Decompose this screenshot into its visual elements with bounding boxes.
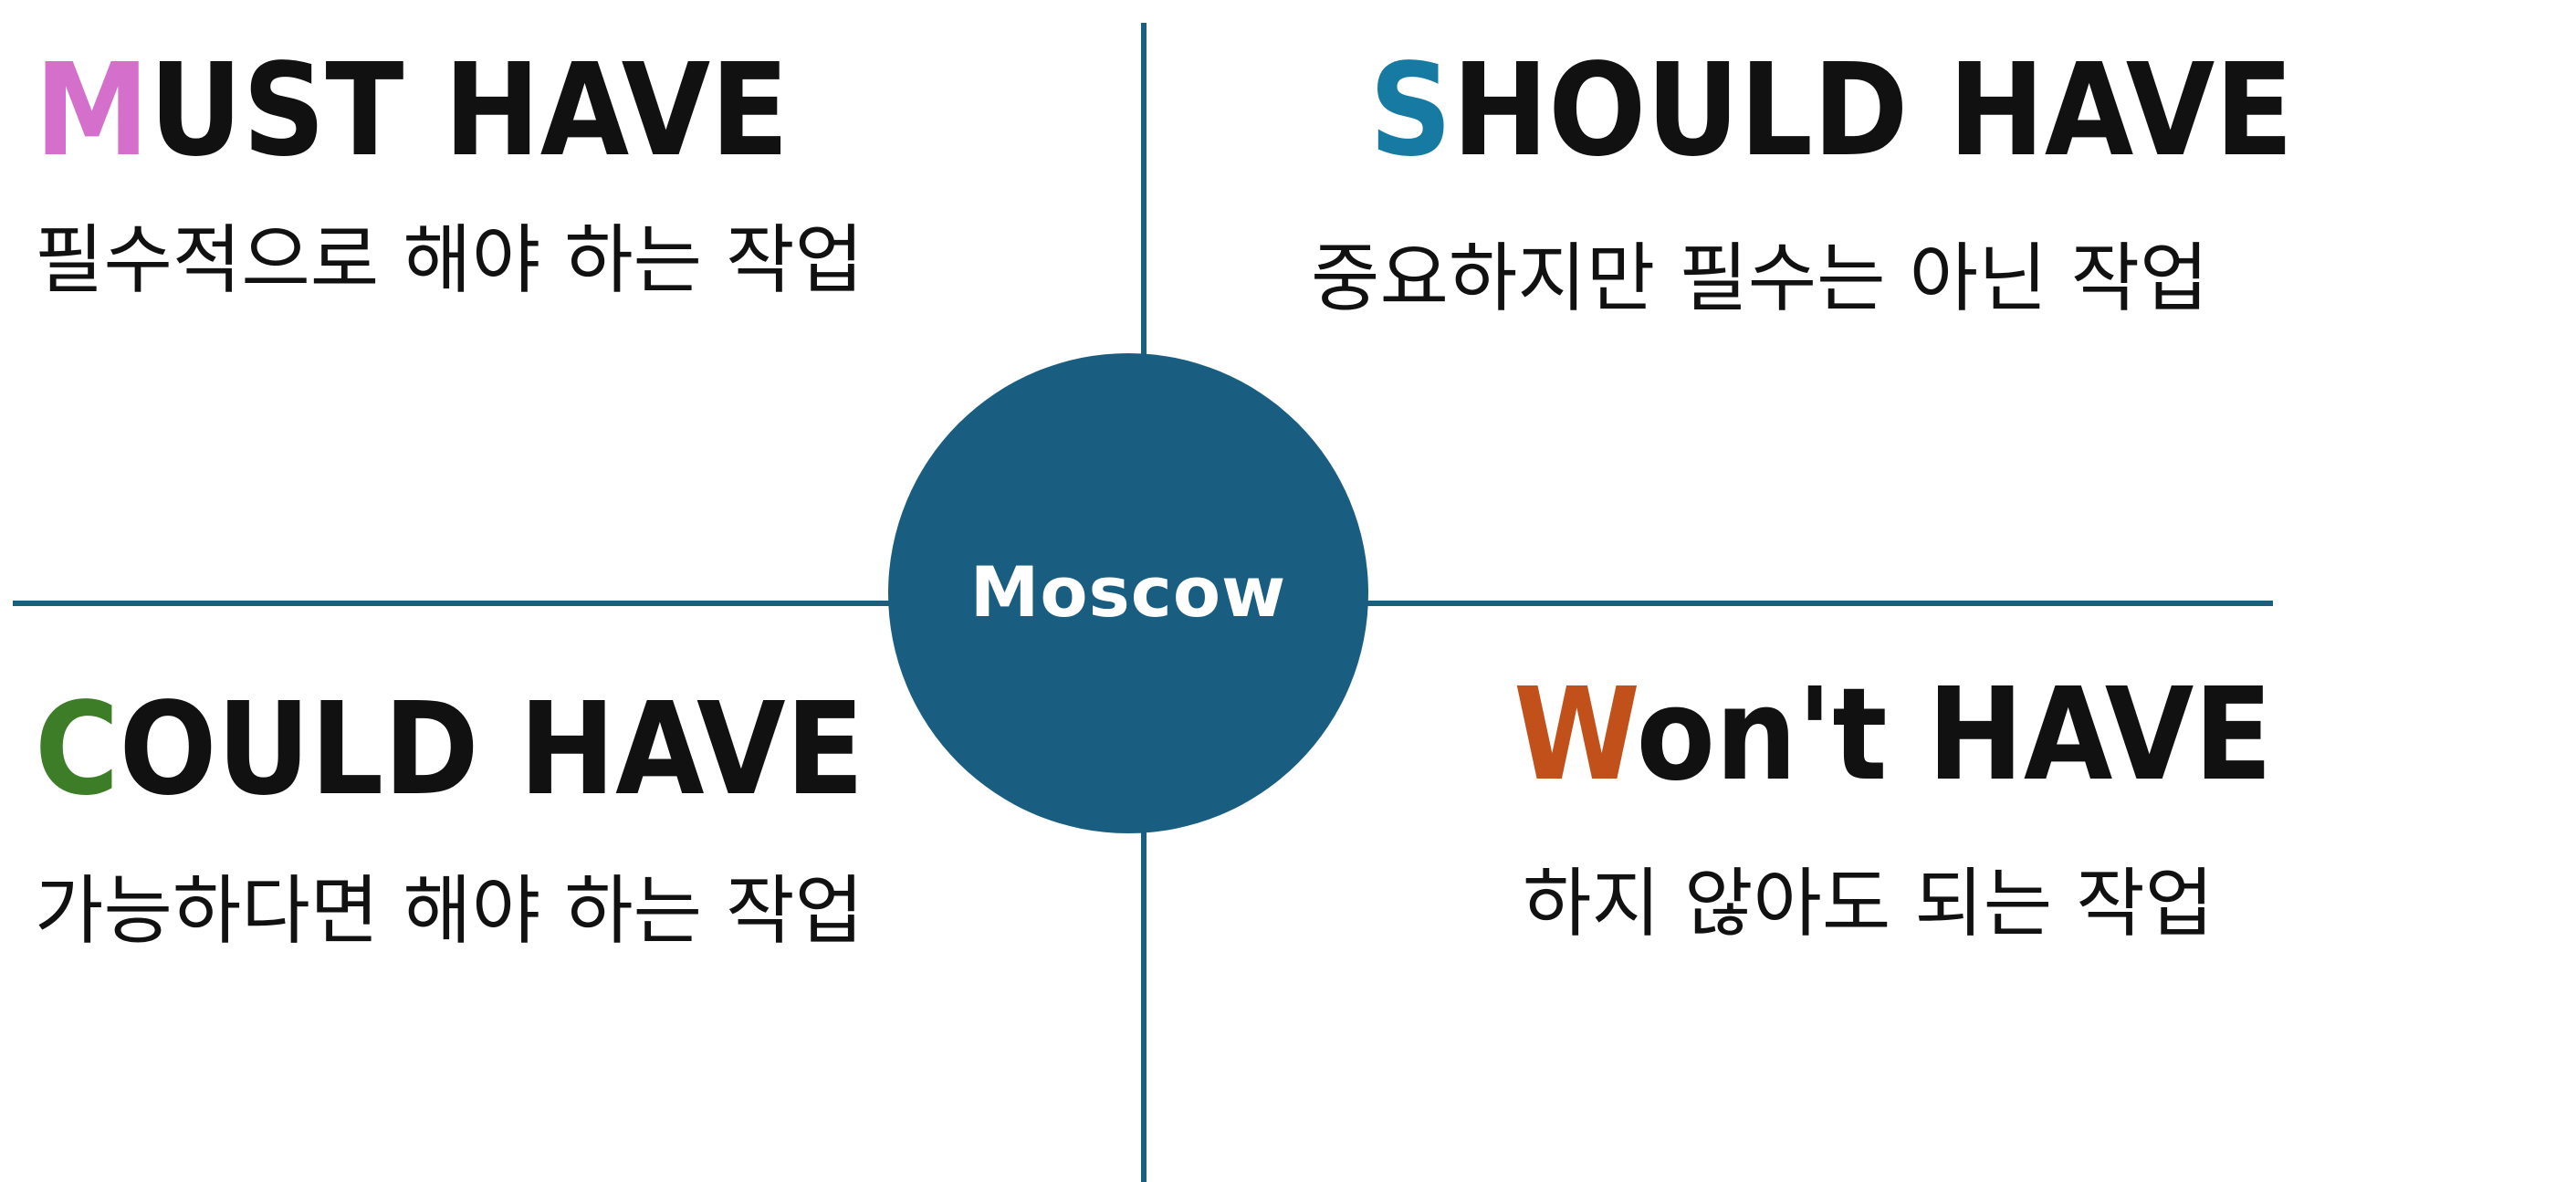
could-have-title: COULD HAVE: [35, 686, 864, 814]
must-have-description: 필수적으로 해야 하는 작업: [35, 217, 864, 304]
must-have-title-rest: UST HAVE: [149, 37, 790, 185]
could-have-description: 가능하다면 해야 하는 작업: [35, 868, 864, 955]
wont-have-title: Won't HAVE: [1513, 672, 2272, 800]
center-label: Moscow: [969, 550, 1287, 633]
center-circle: Moscow: [888, 353, 1368, 833]
wont-have-description: 하지 않아도 되는 작업: [1523, 861, 2215, 947]
should-have-title: SHOULD HAVE: [1369, 47, 2293, 175]
wont-have-title-rest: on't HAVE: [1636, 661, 2273, 810]
wont-have-initial: W: [1513, 661, 1637, 810]
could-have-title-rest: OULD HAVE: [119, 675, 864, 824]
should-have-title-rest: HOULD HAVE: [1451, 37, 2294, 185]
could-have-initial: C: [35, 675, 120, 824]
should-have-description: 중요하지만 필수는 아닌 작업: [1311, 235, 2209, 322]
must-have-initial: M: [35, 37, 150, 185]
must-have-title: MUST HAVE: [35, 47, 789, 175]
should-have-initial: S: [1369, 37, 1452, 185]
